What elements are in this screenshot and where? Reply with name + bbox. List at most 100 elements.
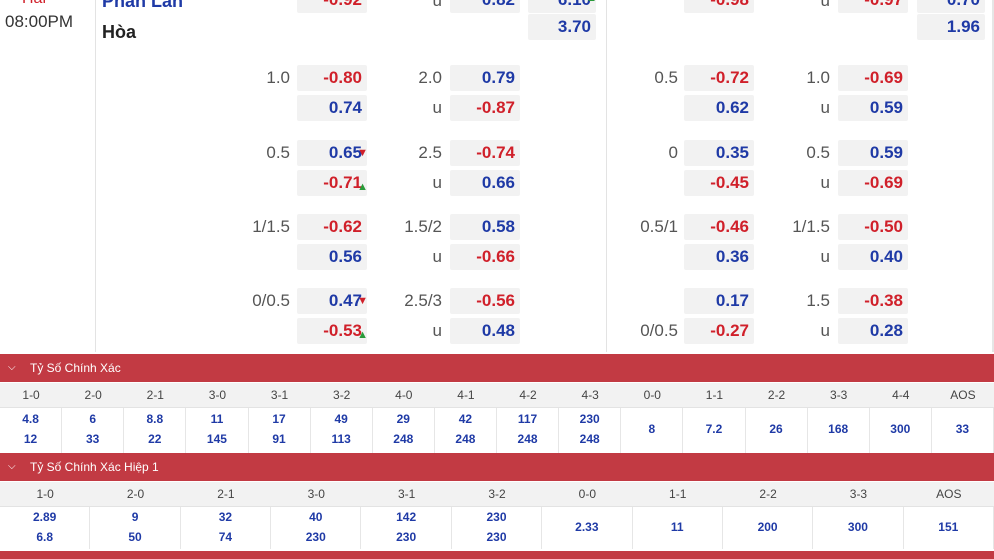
score-odds-cell[interactable]: 11: [633, 507, 723, 549]
score-odds-cell[interactable]: 300: [813, 507, 904, 549]
score-odds-cell[interactable]: 4.8 12: [0, 408, 63, 453]
score-odds-cell[interactable]: 168: [808, 408, 870, 453]
score-odds-cell[interactable]: 49 113: [311, 408, 373, 453]
draw-label: Hòa: [102, 22, 137, 42]
score-odds-bottom: 248: [579, 432, 600, 446]
h1-handicap-line: 0: [668, 143, 678, 162]
score-odds-top: 4.8: [22, 412, 39, 426]
score-column-header: 3-1: [270, 388, 289, 402]
odds-cell[interactable]: 0.56: [297, 244, 367, 270]
odds-cell[interactable]: 0.66: [450, 170, 520, 196]
odds-cell[interactable]: -0.56: [450, 288, 520, 314]
odds-cell[interactable]: 0.59: [838, 140, 908, 166]
score-odds-cell[interactable]: 230 248: [559, 408, 622, 453]
odds-cell[interactable]: -0.71 ▲: [297, 170, 368, 196]
score-odds-cell[interactable]: 117 248: [497, 408, 560, 453]
odds-cell[interactable]: 0.40: [838, 244, 908, 270]
ou-under-label: u: [820, 247, 830, 266]
ft-ou-line: 2.5: [418, 143, 442, 162]
score-odds-bottom: 50: [128, 530, 142, 544]
score-odds-cell[interactable]: 11 145: [186, 408, 249, 453]
odds-cell[interactable]: -0.62: [297, 214, 367, 240]
exact-score-h1-values-row: 2.89 6.8 9 50 32 74 40 230 142 230 230 230 2.33 11 200…: [0, 507, 994, 549]
odds-cell[interactable]: -0.98: [684, 0, 754, 13]
score-odds-value: 11: [670, 520, 684, 534]
section-title: Tỷ Số Chính Xác: [30, 361, 121, 375]
score-column-header: 3-2: [488, 487, 506, 501]
odds-cell[interactable]: 6.10▲: [528, 0, 597, 13]
odds-cell[interactable]: -0.27: [684, 318, 754, 344]
score-odds-cell[interactable]: 42 248: [435, 408, 497, 453]
odds-cell[interactable]: -0.92: [297, 0, 367, 13]
odds-cell[interactable]: 0.59: [838, 95, 908, 121]
odds-cell[interactable]: 0.36: [684, 244, 754, 270]
odds-cell[interactable]: 0.82: [450, 0, 520, 13]
ou-under-label: u: [820, 0, 830, 10]
odds-cell[interactable]: 0.74: [297, 95, 367, 121]
score-column-header: 1-0: [36, 487, 54, 501]
odds-cell[interactable]: 0.70: [917, 0, 985, 13]
section-header-next[interactable]: [0, 551, 994, 559]
odds-cell[interactable]: -0.87: [450, 95, 520, 121]
ou-under-label: u: [820, 98, 830, 117]
odds-cell[interactable]: 0.58: [450, 214, 520, 240]
odds-cell[interactable]: 0.65 ▼: [297, 140, 368, 166]
odds-cell[interactable]: -0.69: [838, 65, 908, 91]
odds-cell[interactable]: -0.74: [450, 140, 520, 166]
odds-cell[interactable]: -0.38: [838, 288, 908, 314]
score-odds-cell[interactable]: 151: [904, 507, 994, 549]
score-odds-top: 9: [131, 510, 139, 524]
score-odds-cell[interactable]: 17 91: [249, 408, 311, 453]
odds-cell[interactable]: 0.35: [684, 140, 754, 166]
ou-under-label: u: [432, 321, 442, 340]
score-odds-cell[interactable]: 29 248: [373, 408, 435, 453]
score-odds-cell[interactable]: 142 230: [361, 507, 452, 549]
score-odds-cell[interactable]: 33: [932, 408, 994, 453]
odds-cell[interactable]: 0.62: [684, 95, 754, 121]
odds-cell[interactable]: 0.28: [838, 318, 908, 344]
score-column-header: 0-0: [643, 388, 661, 402]
score-odds-cell[interactable]: 26: [746, 408, 808, 453]
section-header-exact-score-h1[interactable]: ⌵ Tỷ Số Chính Xác Hiệp 1: [0, 453, 994, 481]
score-odds-cell[interactable]: 8: [621, 408, 684, 453]
odds-cell-draw[interactable]: 3.70: [528, 14, 596, 40]
odds-cell-draw[interactable]: 1.96: [917, 14, 985, 40]
score-odds-top: 230: [486, 510, 507, 524]
score-odds-cell[interactable]: 7.2: [683, 408, 746, 453]
odds-cell[interactable]: 0.79: [450, 65, 520, 91]
exact-score-h1-header-row: 1-0 2-0 2-1 3-0 3-1 3-2 0-0 1-1 2-2 3-3 AOS: [0, 482, 994, 507]
score-odds-cell[interactable]: 230 230: [452, 507, 543, 549]
odds-cell[interactable]: 0.48: [450, 318, 520, 344]
odds-cell[interactable]: -0.69: [838, 170, 908, 196]
score-odds-top: 11: [210, 412, 224, 426]
score-column-header: 3-1: [397, 487, 416, 501]
odds-cell[interactable]: -0.50: [838, 214, 908, 240]
odds-cell[interactable]: -0.66: [450, 244, 520, 270]
score-odds-cell[interactable]: 200: [723, 507, 814, 549]
ft-handicap-line: 1/1.5: [252, 217, 290, 236]
odds-cell[interactable]: -0.46: [684, 214, 754, 240]
score-odds-cell[interactable]: 6 33: [62, 408, 125, 453]
odds-up-arrow-icon: ▲: [357, 181, 368, 193]
odds-cell[interactable]: -0.97: [838, 0, 908, 13]
score-odds-cell[interactable]: 32 74: [181, 507, 272, 549]
score-odds-bottom: 113: [331, 432, 351, 446]
ou-under-label: u: [820, 173, 830, 192]
section-header-exact-score[interactable]: ⌵ Tỷ Số Chính Xác: [0, 354, 994, 382]
score-odds-cell[interactable]: 8.8 22: [124, 408, 187, 453]
odds-cell[interactable]: 0.47 ▼: [297, 288, 368, 314]
score-odds-cell[interactable]: 300: [870, 408, 932, 453]
odds-cell[interactable]: -0.80: [297, 65, 367, 91]
odds-cell[interactable]: 0.17: [684, 288, 754, 314]
match-time: 08:00PM: [5, 12, 74, 31]
score-odds-cell[interactable]: 9 50: [90, 507, 181, 549]
score-odds-cell[interactable]: 2.33: [542, 507, 633, 549]
score-odds-top: 8.8: [146, 412, 164, 426]
score-odds-cell[interactable]: 40 230: [271, 507, 362, 549]
score-column-header: 2-0: [126, 487, 145, 501]
odds-cell[interactable]: -0.45: [684, 170, 754, 196]
odds-cell[interactable]: -0.72: [684, 65, 754, 91]
odds-cell[interactable]: -0.53 ▲: [297, 318, 368, 344]
score-odds-cell[interactable]: 2.89 6.8: [0, 507, 91, 549]
score-column-header: 3-0: [307, 487, 325, 501]
